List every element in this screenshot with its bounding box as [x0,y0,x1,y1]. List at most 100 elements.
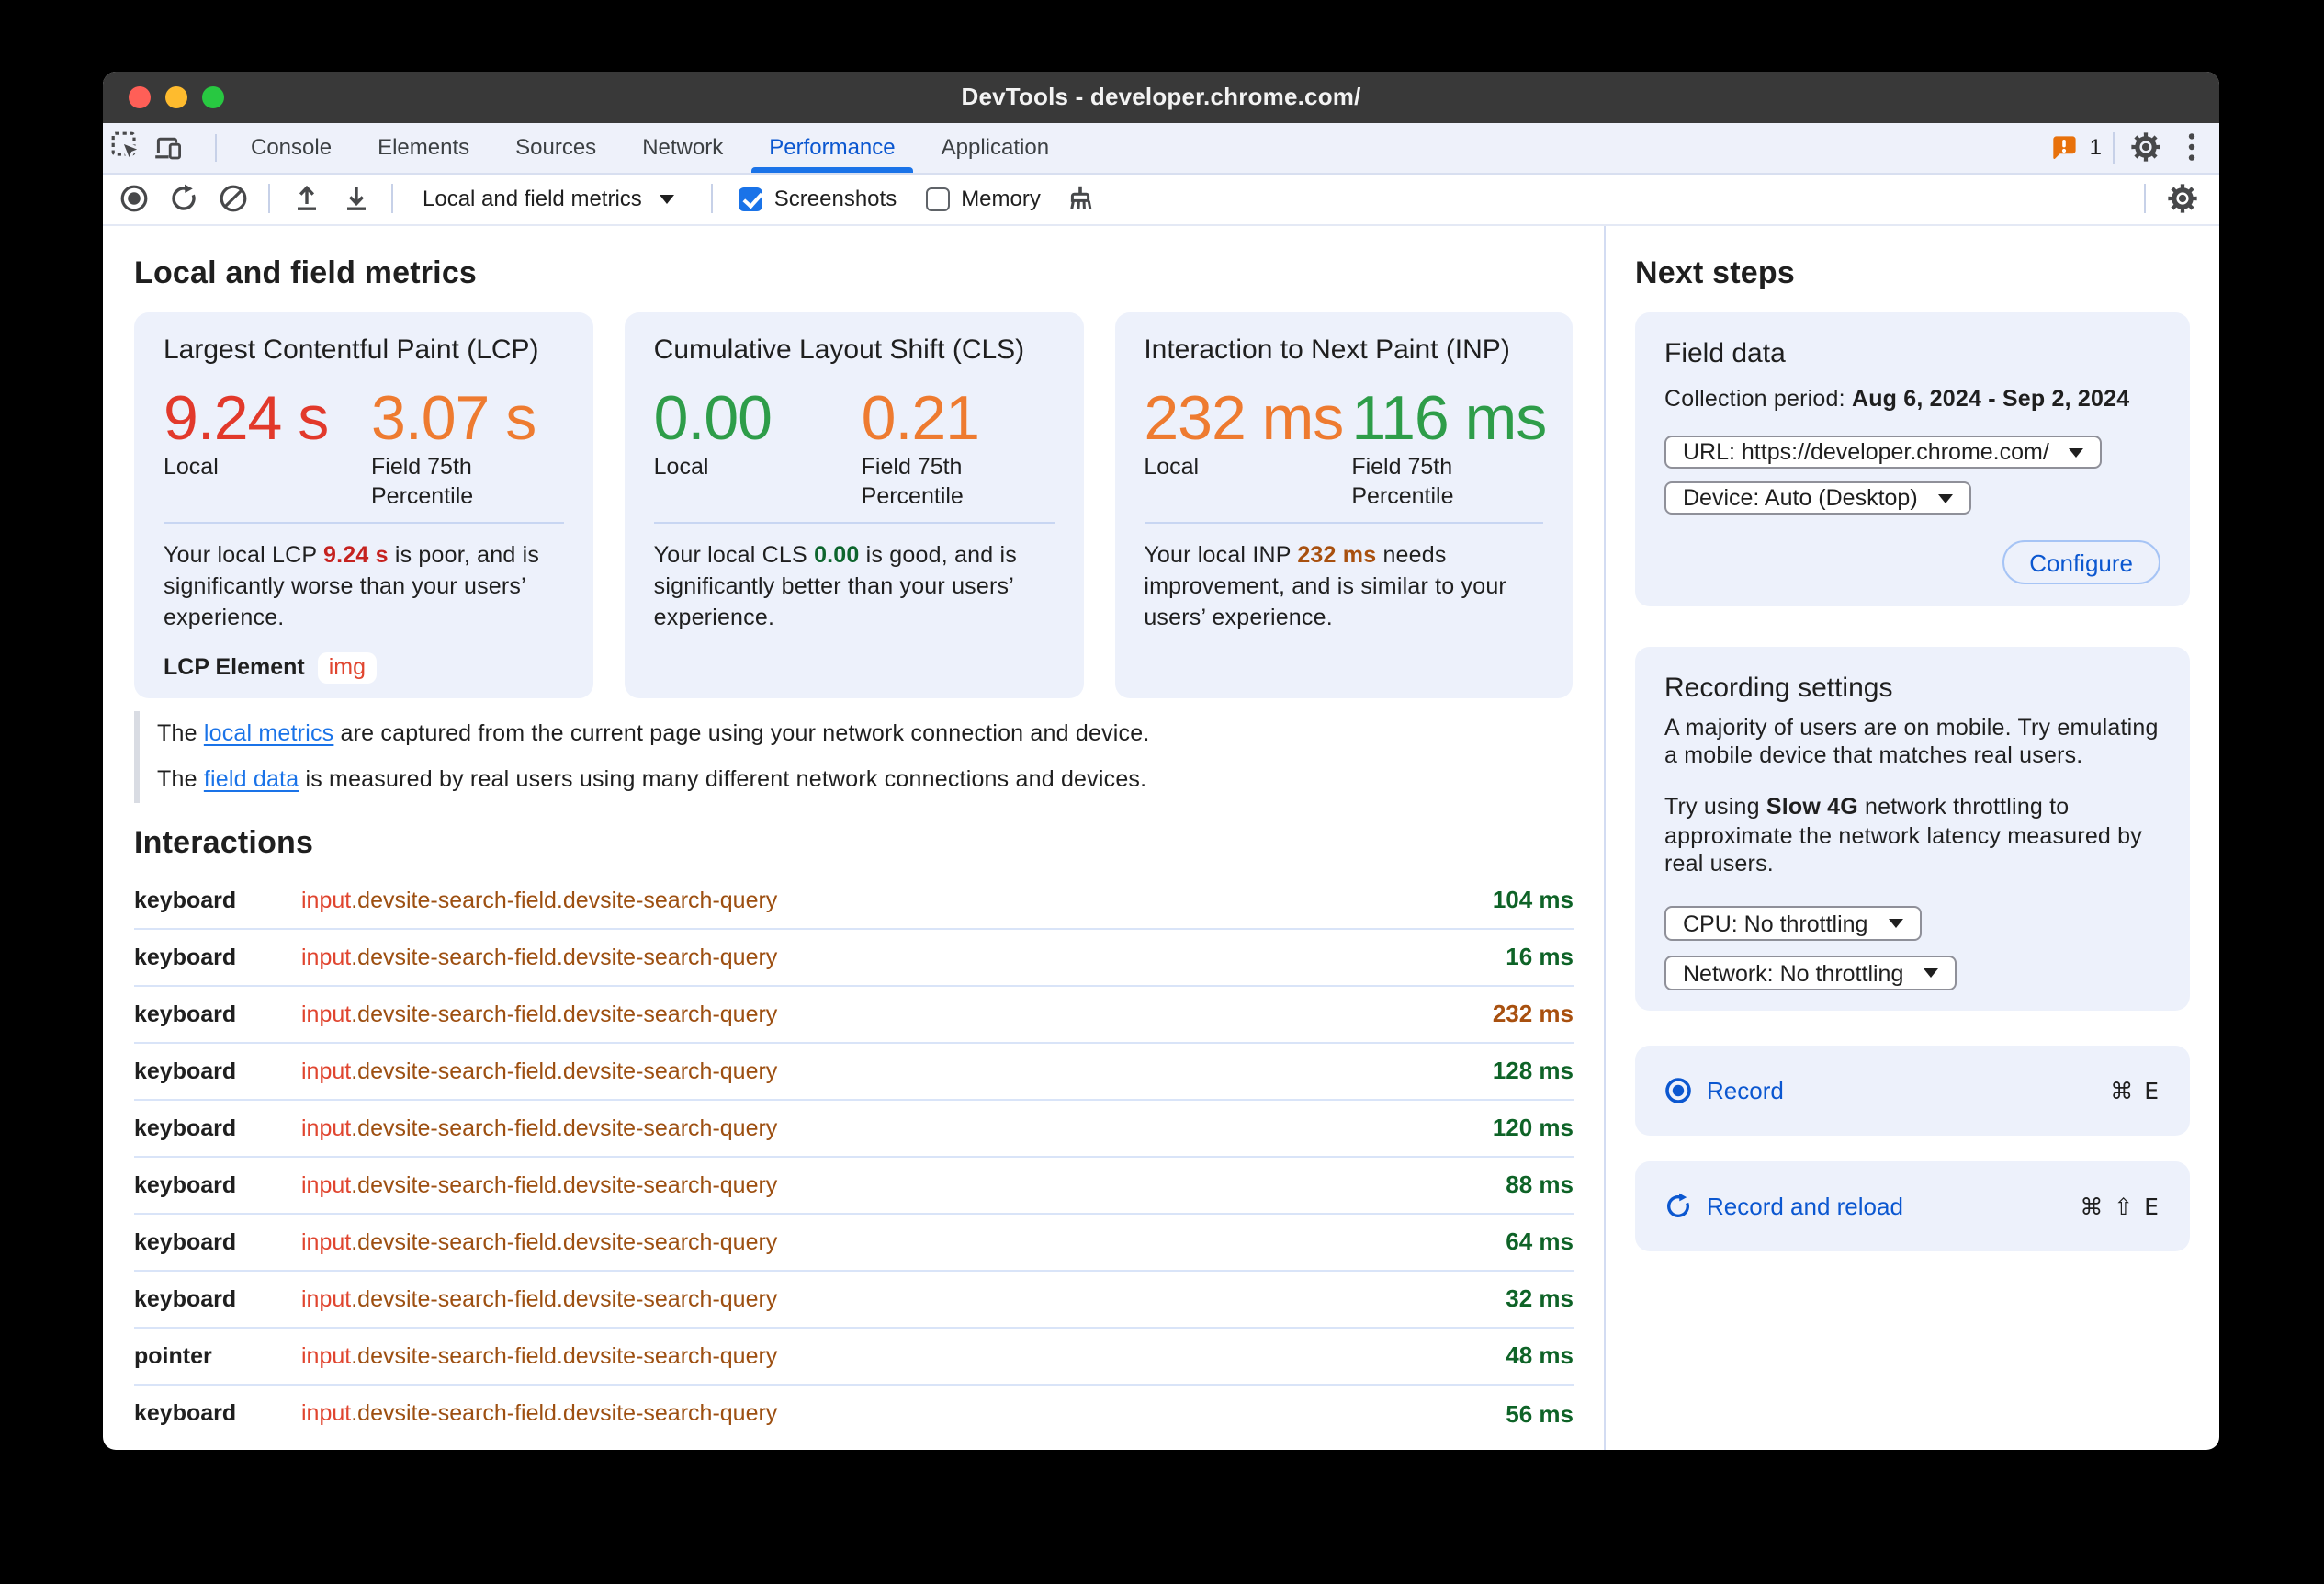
metric-col-field: 116 ms Field 75th Percentile [1351,384,1547,511]
device-select[interactable]: Device: Auto (Desktop) [1664,481,1971,515]
target-tag: input [301,1001,352,1026]
tab-application[interactable]: Application [919,122,1072,172]
panel-view-select[interactable]: Local and field metrics [404,186,701,211]
metric-label-local: Local [1144,454,1200,480]
interaction-target-link[interactable]: input.devsite-search-field.devsite-searc… [301,1001,1493,1026]
interaction-row[interactable]: keyboard input.devsite-search-field.devsi… [134,986,1574,1043]
interaction-row[interactable]: keyboard input.devsite-search-field.devsi… [134,1157,1574,1214]
target-classes: .devsite-search-field.devsite-search-que… [351,1171,778,1197]
link[interactable]: field data [203,765,299,791]
interaction-row[interactable]: keyboard input.devsite-search-field.devsi… [134,1271,1574,1328]
tab-sources[interactable]: Sources [492,122,619,172]
interaction-duration: 128 ms [1492,1057,1574,1084]
metric-card-description: Your local CLS 0.00 is good, and is sign… [653,542,1017,629]
interaction-target-link[interactable]: input.devsite-search-field.devsite-searc… [301,1285,1506,1311]
interaction-row[interactable]: keyboard input.devsite-search-field.devsi… [134,929,1574,986]
screenshots-toggle[interactable]: Screenshots [725,186,911,211]
collection-period-label: Collection period: [1664,386,1852,412]
chevron-down-icon [660,194,675,203]
minimize-window-button[interactable] [165,85,187,107]
network-throttling-select[interactable]: Network: No throttling [1664,956,1957,991]
url-select[interactable]: URL: https://developer.chrome.com/ [1664,436,2103,469]
close-window-button[interactable] [129,85,151,107]
tab-elements[interactable]: Elements [355,122,492,172]
interaction-row[interactable]: keyboard input.devsite-search-field.devsi… [134,872,1574,929]
toolbar-separator-3 [711,184,714,213]
load-profile-button[interactable] [281,176,331,221]
interactions-heading: Interactions [134,825,314,860]
target-tag: input [301,1114,352,1140]
metric-card-title: Cumulative Layout Shift (CLS) [653,334,1025,366]
zoom-window-button[interactable] [202,85,224,107]
interaction-type: keyboard [134,1001,237,1026]
inspect-element-button[interactable] [107,122,147,172]
interaction-type: keyboard [134,1171,237,1197]
panel-settings-button[interactable] [2157,176,2206,221]
panel-gear-icon [2167,184,2196,213]
record-and-reload-card[interactable]: Record and reload ⌘ ⇧ E [1635,1160,2190,1251]
metric-col-local: 232 ms Local [1144,384,1351,511]
tab-network[interactable]: Network [619,122,746,172]
memory-toggle[interactable]: Memory [911,186,1055,211]
interaction-target-link[interactable]: input.devsite-search-field.devsite-searc… [301,887,1493,912]
record-icon [119,185,147,212]
metric-card-1: Cumulative Layout Shift (CLS) 0.00 Local 0.… [624,312,1084,697]
metric-label-field: Field 75th Percentile [861,454,964,508]
interaction-target-link[interactable]: input.devsite-search-field.devsite-searc… [301,1171,1506,1197]
target-tag: input [301,1400,352,1426]
target-classes: .devsite-search-field.devsite-search-que… [351,944,778,969]
target-tag: input [301,1228,352,1254]
target-classes: .devsite-search-field.devsite-search-que… [351,1342,778,1368]
card-divider [164,522,564,524]
interaction-type: keyboard [134,1400,237,1426]
device-toolbar-button[interactable] [147,122,187,172]
interaction-target-link[interactable]: input.devsite-search-field.devsite-searc… [301,944,1506,969]
cpu-throttling-select[interactable]: CPU: No throttling [1664,906,1922,942]
garbage-collect-broom-icon [1071,186,1093,209]
interaction-target-link[interactable]: input.devsite-search-field.devsite-searc… [301,1058,1493,1083]
interaction-target-link[interactable]: input.devsite-search-field.devsite-searc… [301,1342,1506,1368]
interaction-target-link[interactable]: input.devsite-search-field.devsite-searc… [301,1114,1493,1140]
tab-console[interactable]: Console [228,122,355,172]
save-profile-button[interactable] [331,176,380,221]
metric-col-local: 0.00 Local [654,384,862,511]
lcp-element-node-chip[interactable]: img [317,651,378,684]
field-data-selects: URL: https://developer.chrome.com/ Devic… [1664,436,2160,515]
interaction-row[interactable]: keyboard input.devsite-search-field.devsi… [134,1100,1574,1157]
screenshots-checkbox[interactable] [739,187,763,210]
configure-button[interactable]: Configure [2002,540,2160,584]
interaction-type: keyboard [134,1114,237,1140]
link[interactable]: local metrics [203,719,334,745]
interaction-target-link[interactable]: input.devsite-search-field.devsite-searc… [301,1228,1506,1254]
target-tag: input [301,1285,352,1311]
memory-checkbox[interactable] [926,187,951,210]
interaction-row[interactable]: keyboard input.devsite-search-field.devsi… [134,1385,1574,1442]
gc-button[interactable] [1055,176,1105,221]
more-options-button[interactable] [2170,132,2214,162]
interaction-target-link[interactable]: input.devsite-search-field.devsite-searc… [301,1400,1506,1426]
target-tag: input [301,944,352,969]
recording-settings-title: Recording settings [1664,673,1893,704]
metric-col-local: 9.24 s Local [164,384,371,511]
settings-button[interactable] [2122,132,2170,162]
record-and-reload-button[interactable] [158,176,208,221]
clear-button[interactable] [208,176,257,221]
memory-label: Memory [961,186,1041,211]
tab-label: Application [941,134,1050,160]
interaction-duration: 64 ms [1506,1228,1574,1255]
tab-label: Performance [769,134,896,160]
interactions-table: keyboard input.devsite-search-field.devsi… [134,872,1574,1442]
toolbar-right-separator [2144,184,2146,213]
tab-performance[interactable]: Performance [746,122,918,172]
target-classes: .devsite-search-field.devsite-search-que… [351,1058,778,1083]
device-select-caret-icon [1937,493,1953,503]
recording-settings-para2: Try using Slow 4G network throttling to … [1664,794,2142,877]
interaction-row[interactable]: keyboard input.devsite-search-field.devsi… [134,1043,1574,1100]
interaction-row[interactable]: pointer input.devsite-search-field.devsit… [134,1328,1574,1385]
issues-button[interactable]: 1 [2027,134,2102,160]
record-card[interactable]: Record ⌘ E [1635,1046,2190,1137]
record-button[interactable] [108,176,158,221]
cpu-select-caret-icon [1888,919,1903,929]
interaction-type: keyboard [134,1228,237,1254]
interaction-row[interactable]: keyboard input.devsite-search-field.devsi… [134,1214,1574,1271]
